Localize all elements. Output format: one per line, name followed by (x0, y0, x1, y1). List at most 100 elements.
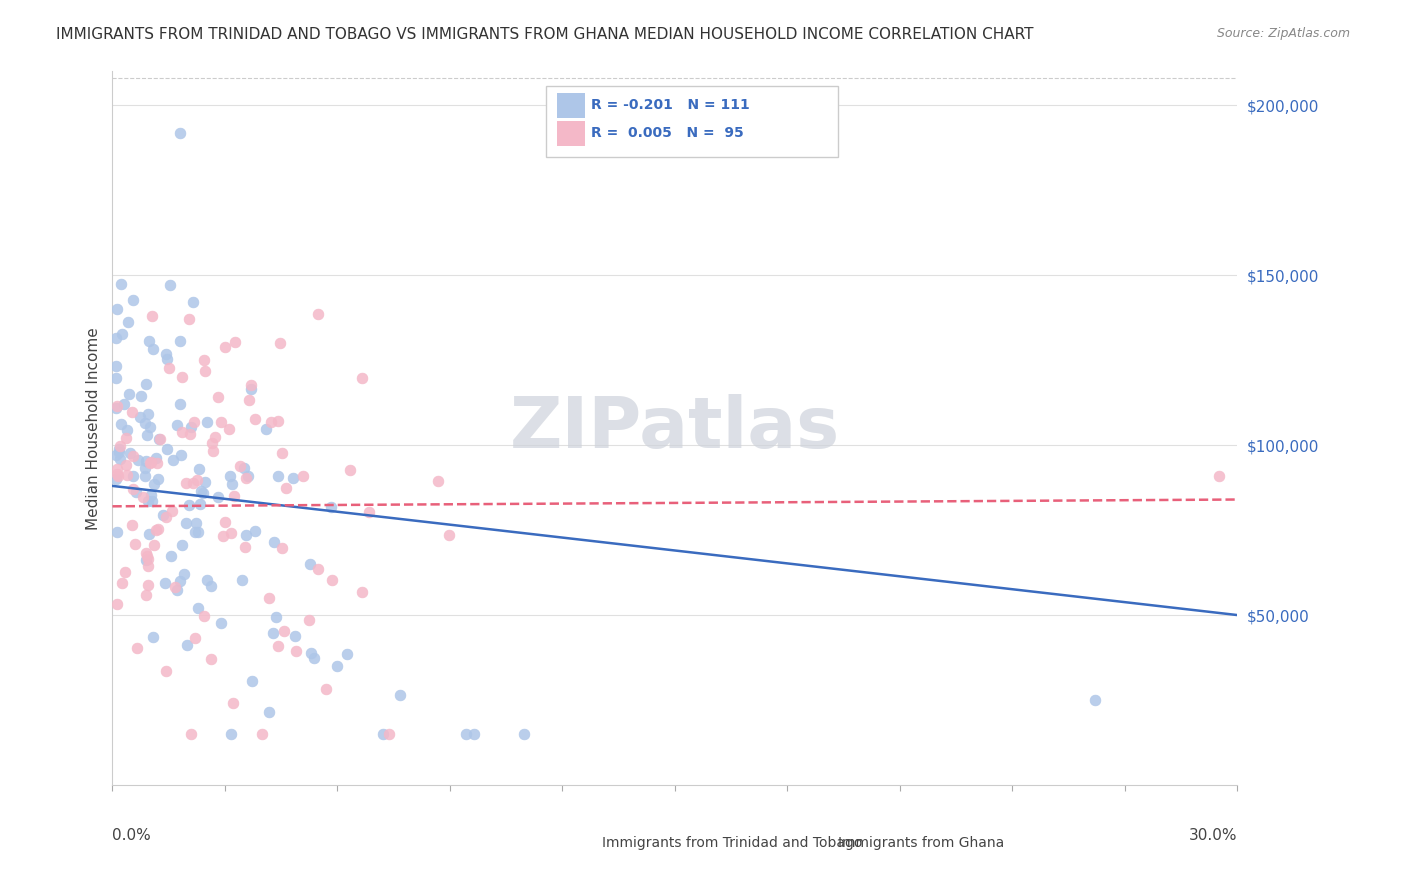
Point (170, 425, 193, 439)
Point (118, 445, 141, 459)
Point (136, 559, 159, 574)
Point (240, 378, 263, 392)
Point (162, 453, 184, 467)
Point (110, 452, 132, 467)
Point (187, 462, 209, 476)
Point (141, 309, 163, 323)
Point (388, 688, 411, 702)
Point (145, 523, 167, 537)
Point (336, 647, 359, 661)
Point (271, 446, 294, 460)
Point (166, 418, 188, 433)
Point (194, 475, 217, 489)
Point (110, 417, 132, 431)
Point (350, 585, 373, 599)
Point (235, 527, 257, 541)
Point (115, 468, 138, 483)
Text: 0.0%: 0.0% (112, 828, 152, 843)
Point (371, 727, 394, 741)
Point (207, 390, 229, 404)
Point (146, 472, 169, 486)
Point (135, 428, 157, 442)
Point (105, 399, 128, 413)
Point (112, 396, 135, 410)
Point (142, 342, 165, 356)
Point (222, 489, 245, 503)
Point (136, 578, 159, 592)
Point (284, 629, 307, 643)
Point (146, 456, 169, 470)
Point (299, 647, 322, 661)
Point (214, 340, 236, 354)
Point (200, 579, 222, 593)
Point (105, 525, 128, 540)
Point (274, 482, 297, 496)
Bar (546, 86, 838, 157)
Point (115, 423, 138, 437)
Point (245, 524, 267, 538)
Point (201, 436, 224, 450)
Point (143, 538, 166, 552)
Point (156, 442, 179, 457)
Point (177, 312, 200, 326)
Point (114, 566, 136, 580)
Point (267, 414, 290, 428)
Point (177, 498, 200, 512)
Point (173, 567, 195, 582)
Point (121, 405, 143, 419)
Point (233, 460, 256, 475)
Point (1084, 693, 1107, 707)
Point (105, 472, 128, 486)
Point (149, 433, 172, 447)
Point (186, 473, 208, 487)
Point (238, 393, 260, 408)
Point (188, 497, 211, 511)
Point (107, 445, 129, 459)
Point (115, 431, 138, 445)
Point (240, 673, 263, 688)
Point (107, 468, 129, 483)
Text: Source: ZipAtlas.com: Source: ZipAtlas.com (1216, 27, 1350, 40)
Text: R = -0.201   N = 111: R = -0.201 N = 111 (591, 98, 749, 112)
Point (307, 562, 329, 576)
Point (170, 448, 193, 462)
Point (235, 470, 257, 484)
Point (111, 327, 134, 342)
Text: IMMIGRANTS FROM TRINIDAD AND TOBAGO VS IMMIGRANTS FROM GHANA MEDIAN HOUSEHOLD IN: IMMIGRANTS FROM TRINIDAD AND TOBAGO VS I… (56, 27, 1033, 42)
Bar (810, 835, 832, 853)
Point (138, 407, 160, 421)
Point (153, 575, 176, 590)
Point (117, 315, 139, 329)
Point (105, 462, 128, 476)
Point (315, 682, 337, 697)
Point (111, 576, 134, 591)
Point (207, 490, 229, 504)
Point (183, 631, 205, 645)
Point (263, 534, 285, 549)
Point (221, 477, 243, 491)
Point (266, 610, 288, 624)
Point (157, 360, 180, 375)
Point (513, 727, 536, 741)
Y-axis label: Median Household Income: Median Household Income (86, 326, 101, 530)
Point (224, 334, 246, 349)
Point (250, 727, 273, 741)
Point (262, 626, 284, 640)
Point (135, 553, 157, 567)
Point (193, 353, 215, 368)
Point (291, 469, 314, 483)
Point (194, 364, 217, 378)
Point (136, 551, 159, 566)
Point (170, 370, 193, 384)
Point (134, 468, 156, 483)
Point (121, 450, 143, 464)
Point (105, 359, 128, 374)
Point (121, 482, 143, 496)
Point (110, 277, 132, 291)
Point (160, 504, 183, 518)
Point (222, 696, 245, 710)
Point (181, 475, 204, 490)
Point (426, 474, 449, 488)
Bar (557, 121, 585, 146)
Point (233, 540, 256, 554)
